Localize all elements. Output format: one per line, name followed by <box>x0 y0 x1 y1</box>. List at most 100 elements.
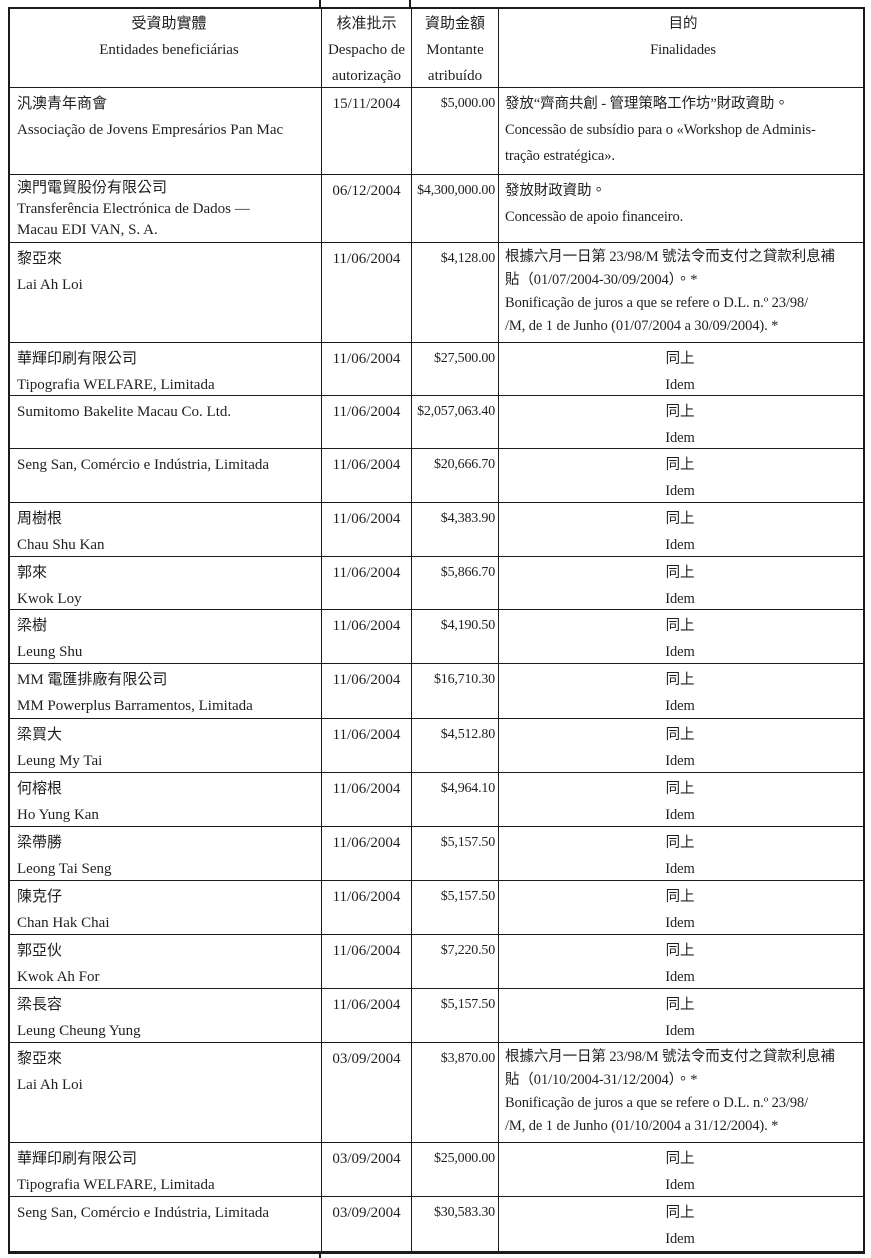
header-date-pt2: autorização <box>331 68 402 84</box>
header-beneficiaries-zh: 受資助實體 <box>131 16 207 32</box>
date-cell: 11/06/2004 <box>322 557 412 610</box>
amount-cell: $4,964.10 <box>412 773 499 827</box>
date-value: 11/06/2004 <box>332 889 401 905</box>
entity-cell: 黎亞來 Lai Ah Loi <box>10 1043 322 1143</box>
entity-line: Leong Tai Seng <box>17 861 112 877</box>
date-value: 03/09/2004 <box>332 1205 401 1221</box>
date-value: 11/06/2004 <box>332 835 401 851</box>
purpose-cell: 同上 Idem <box>499 557 863 610</box>
entity-line: 陳克仔 <box>17 889 63 905</box>
purpose-line: 根據六月一日第 23/98/M 號法令而支付之貸款利息補 <box>505 249 835 265</box>
amount-value: $4,964.10 <box>440 781 495 796</box>
purpose-line: /M, de 1 de Junho (01/07/2004 a 30/09/20… <box>505 318 779 334</box>
date-value: 11/06/2004 <box>332 351 401 367</box>
entity-cell: 梁帶勝 Leong Tai Seng <box>10 827 322 881</box>
entity-cell: 黎亞來 Lai Ah Loi <box>10 243 322 343</box>
header-cell-amount: 資助金額 Montante atribuído <box>412 9 499 88</box>
entity-cell: 華輝印刷有限公司 Tipografia WELFARE, Limitada <box>10 1143 322 1197</box>
date-cell: 11/06/2004 <box>322 719 412 773</box>
date-cell: 11/06/2004 <box>322 989 412 1043</box>
date-value: 11/06/2004 <box>332 618 401 634</box>
entity-line: 華輝印刷有限公司 <box>17 351 138 367</box>
date-cell: 11/06/2004 <box>322 243 412 343</box>
date-cell: 06/12/2004 <box>322 175 412 243</box>
entity-line: 周樹根 <box>17 511 63 527</box>
entity-line: 華輝印刷有限公司 <box>17 1151 138 1167</box>
amount-cell: $5,157.50 <box>412 827 499 881</box>
date-value: 06/12/2004 <box>332 183 401 199</box>
purpose-cell: 同上 Idem <box>499 1197 863 1251</box>
purpose-line: Idem <box>665 644 695 660</box>
entity-line: 郭亞伙 <box>17 943 63 959</box>
entity-cell: Sumitomo Bakelite Macau Co. Ltd. <box>10 396 322 449</box>
purpose-line: 同上 <box>665 727 695 743</box>
entity-line: 汎澳青年商會 <box>17 96 108 112</box>
amount-cell: $2,057,063.40 <box>412 396 499 449</box>
amount-cell: $5,866.70 <box>412 557 499 610</box>
purpose-line: 同上 <box>665 997 695 1013</box>
entity-cell: 郭來 Kwok Loy <box>10 557 322 610</box>
purpose-line: 同上 <box>665 672 695 688</box>
purpose-line: 同上 <box>665 835 695 851</box>
entity-line: Leung My Tai <box>17 753 103 769</box>
column-tick-top-left <box>319 0 321 8</box>
entity-cell: 汎澳青年商會 Associação de Jovens Empresários P… <box>10 88 322 175</box>
purpose-cell: 根據六月一日第 23/98/M 號法令而支付之貸款利息補 貼（01/10/2004… <box>499 1043 863 1143</box>
entity-line: Ho Yung Kan <box>17 807 99 823</box>
entity-line: Chan Hak Chai <box>17 915 110 931</box>
purpose-cell: 發放財政資助。 Concessão de apoio financeiro. <box>499 175 863 243</box>
amount-cell: $16,710.30 <box>412 664 499 719</box>
purpose-cell: 根據六月一日第 23/98/M 號法令而支付之貸款利息補 貼（01/07/2004… <box>499 243 863 343</box>
amount-cell: $30,583.30 <box>412 1197 499 1251</box>
entity-cell: 華輝印刷有限公司 Tipografia WELFARE, Limitada <box>10 343 322 396</box>
date-value: 15/11/2004 <box>332 96 401 112</box>
purpose-line: 同上 <box>665 1151 695 1167</box>
header-cell-purpose: 目的 Finalidades <box>499 9 863 88</box>
purpose-line: 同上 <box>665 565 695 581</box>
purpose-line: 貼（01/10/2004-31/12/2004）。* <box>505 1072 698 1088</box>
purpose-line: Bonificação de juros a que se refere o D… <box>505 1095 809 1111</box>
purpose-cell: 同上 Idem <box>499 989 863 1043</box>
entity-line: 黎亞來 <box>17 1051 63 1067</box>
entity-line: MM Powerplus Barramentos, Limitada <box>17 698 253 714</box>
purpose-cell: 同上 Idem <box>499 343 863 396</box>
date-value: 11/06/2004 <box>332 997 401 1013</box>
purpose-cell: 同上 Idem <box>499 503 863 557</box>
entity-line: 黎亞來 <box>17 251 63 267</box>
purpose-line: 同上 <box>665 781 695 797</box>
amount-cell: $4,128.00 <box>412 243 499 343</box>
header-purpose-pt: Finalidades <box>650 42 716 58</box>
amount-cell: $4,300,000.00 <box>412 175 499 243</box>
amount-value: $4,190.50 <box>440 618 495 633</box>
date-cell: 11/06/2004 <box>322 610 412 664</box>
purpose-line: Idem <box>665 1023 695 1039</box>
purpose-line: Idem <box>665 483 695 499</box>
purpose-line: Idem <box>665 861 695 877</box>
column-tick-bottom <box>319 1252 321 1258</box>
amount-value: $25,000.00 <box>433 1151 495 1166</box>
purpose-cell: 同上 Idem <box>499 664 863 719</box>
entity-line: 澳門電貿股份有限公司 <box>17 180 168 196</box>
date-value: 11/06/2004 <box>332 511 401 527</box>
date-value: 11/06/2004 <box>332 672 401 688</box>
purpose-cell: 發放“齊商共創 - 管理策略工作坊”財政資助。 Concessão de subs… <box>499 88 863 175</box>
entity-line: Kwok Ah For <box>17 969 100 985</box>
date-cell: 03/09/2004 <box>322 1043 412 1143</box>
date-cell: 11/06/2004 <box>322 935 412 989</box>
date-cell: 11/06/2004 <box>322 881 412 935</box>
purpose-line: 發放財政資助。 <box>505 183 606 199</box>
purpose-line: 同上 <box>665 351 695 367</box>
entity-line: Lai Ah Loi <box>17 1077 83 1093</box>
amount-value: $5,157.50 <box>440 835 495 850</box>
amount-value: $30,583.30 <box>433 1205 495 1220</box>
entity-line: Leung Cheung Yung <box>17 1023 141 1039</box>
entity-cell: Seng San, Comércio e Indústria, Limitada <box>10 1197 322 1251</box>
purpose-line: 根據六月一日第 23/98/M 號法令而支付之貸款利息補 <box>505 1049 835 1065</box>
amount-cell: $5,000.00 <box>412 88 499 175</box>
date-cell: 11/06/2004 <box>322 343 412 396</box>
entity-line: 何榕根 <box>17 781 63 797</box>
purpose-line: 同上 <box>665 618 695 634</box>
purpose-line: 同上 <box>665 889 695 905</box>
entity-line: Seng San, Comércio e Indústria, Limitada <box>17 457 270 473</box>
